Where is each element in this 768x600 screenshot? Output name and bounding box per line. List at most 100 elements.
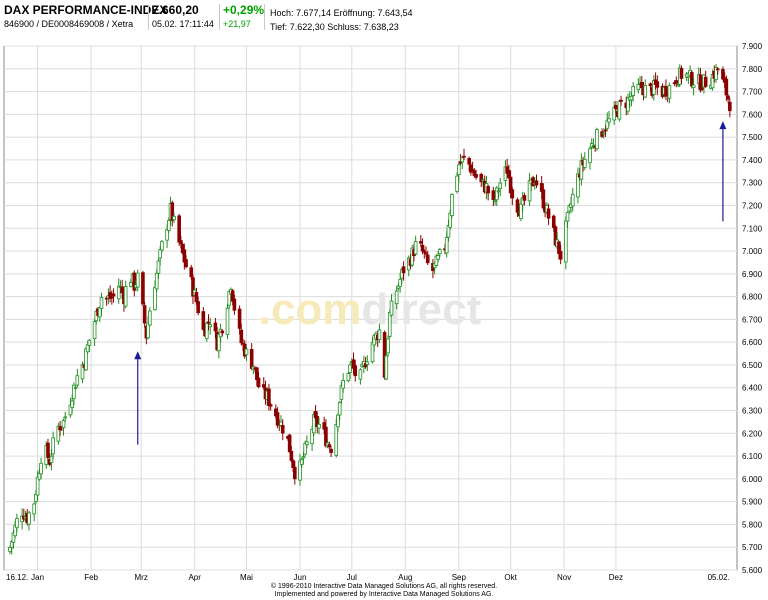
candle-down — [546, 208, 551, 219]
candle-down — [700, 87, 705, 90]
x-tick-label: Mai — [240, 573, 253, 582]
candle-up — [631, 85, 635, 96]
ohlc-info: Hoch: 7.677,14 Eröffnung: 7.643,54 Tief:… — [270, 6, 413, 34]
candle-up — [116, 285, 121, 300]
candle-down — [703, 76, 708, 87]
candle-down — [110, 296, 114, 299]
candle-down — [141, 272, 145, 305]
candle-up — [583, 158, 587, 168]
candle-up — [92, 321, 97, 340]
candle-down — [655, 81, 660, 88]
candle-up — [167, 220, 171, 231]
candle-down — [46, 442, 50, 459]
candle-down — [111, 293, 116, 297]
candle-up — [129, 282, 133, 287]
x-tick-label: Dez — [609, 573, 623, 582]
y-tick-label: 6.800 — [742, 293, 763, 302]
candle-down — [474, 174, 478, 178]
candle-down — [291, 460, 295, 469]
index-info: DAX PERFORMANCE-INDEX 846900 / DE0008469… — [4, 3, 167, 31]
candle-up — [165, 229, 169, 241]
y-tick-label: 5.600 — [742, 566, 763, 575]
candle-down — [268, 404, 273, 407]
candle-up — [365, 361, 370, 365]
candle-up — [172, 215, 176, 221]
candle-up — [299, 459, 304, 465]
x-tick-label: 05.02. — [708, 573, 730, 582]
candle-up — [148, 310, 152, 326]
y-tick-label: 7.900 — [742, 42, 763, 51]
candle-down — [220, 330, 225, 334]
candle-up — [377, 329, 382, 340]
x-tick-label: Nov — [557, 573, 571, 582]
candle-up — [158, 249, 162, 259]
candle-up — [8, 546, 12, 552]
candle-up — [607, 118, 611, 123]
header-divider — [264, 4, 265, 30]
candle-down — [353, 365, 358, 377]
candle-down — [510, 189, 515, 199]
candle-down — [674, 80, 679, 84]
candle-down — [419, 241, 423, 244]
annotation-arrow-head — [719, 121, 727, 130]
candle-down — [603, 129, 608, 132]
candle-down — [256, 377, 261, 387]
candle-down — [420, 244, 425, 252]
candle-up — [301, 456, 306, 459]
candle-up — [154, 272, 159, 290]
x-tick-label: Okt — [504, 573, 517, 582]
close-value: 7.638,23 — [363, 22, 399, 32]
candle-down — [491, 190, 496, 200]
x-tick-label: 16.12. — [6, 573, 28, 582]
y-tick-label: 7.500 — [742, 133, 763, 142]
candle-up — [70, 400, 74, 408]
candle-up — [99, 297, 104, 309]
y-tick-label: 6.100 — [742, 452, 763, 461]
candle-up — [370, 342, 375, 363]
candle-down — [558, 251, 563, 260]
open-label: Eröffnung: — [333, 8, 375, 18]
candle-down — [486, 186, 490, 194]
candle-up — [444, 237, 449, 254]
candle-down — [232, 298, 237, 311]
candle-down — [280, 424, 285, 434]
last-price: 7.660,20 — [152, 3, 199, 17]
candle-up — [588, 148, 592, 164]
candle-down — [327, 444, 332, 448]
candle-down — [177, 215, 181, 243]
candle-down — [289, 450, 294, 461]
candle-up — [336, 414, 340, 428]
candle-up — [305, 441, 309, 446]
candle-down — [467, 157, 471, 165]
y-tick-label: 5.900 — [742, 498, 763, 507]
watermark: .comdirect — [259, 285, 482, 334]
high-label: Hoch: — [270, 8, 294, 18]
candle-down — [679, 68, 684, 79]
y-tick-label: 6.500 — [742, 361, 763, 370]
arrows — [134, 121, 727, 445]
candle-up — [602, 132, 606, 135]
open-value: 7.643,54 — [377, 8, 413, 18]
y-tick-label: 7.100 — [742, 224, 763, 233]
candle-up — [691, 84, 696, 89]
candle-up — [438, 249, 442, 255]
candle-down — [206, 321, 211, 324]
candle-up — [317, 423, 321, 429]
candle-down — [293, 466, 297, 480]
candle-down — [522, 195, 527, 201]
y-tick-label: 6.000 — [742, 475, 763, 484]
candle-down — [424, 252, 428, 255]
candle-up — [15, 518, 19, 529]
candle-up — [61, 420, 66, 429]
candle-up — [75, 375, 80, 386]
candle-up — [153, 286, 157, 310]
candle-up — [413, 241, 418, 255]
x-tick-label: Feb — [84, 573, 98, 582]
y-tick-label: 7.000 — [742, 247, 763, 256]
x-tick-label: Jan — [31, 573, 44, 582]
candle-down — [462, 155, 466, 158]
y-tick-label: 7.700 — [742, 88, 763, 97]
header-divider — [219, 4, 220, 30]
x-tick-label: Mrz — [135, 573, 148, 582]
candle-up — [97, 307, 102, 318]
